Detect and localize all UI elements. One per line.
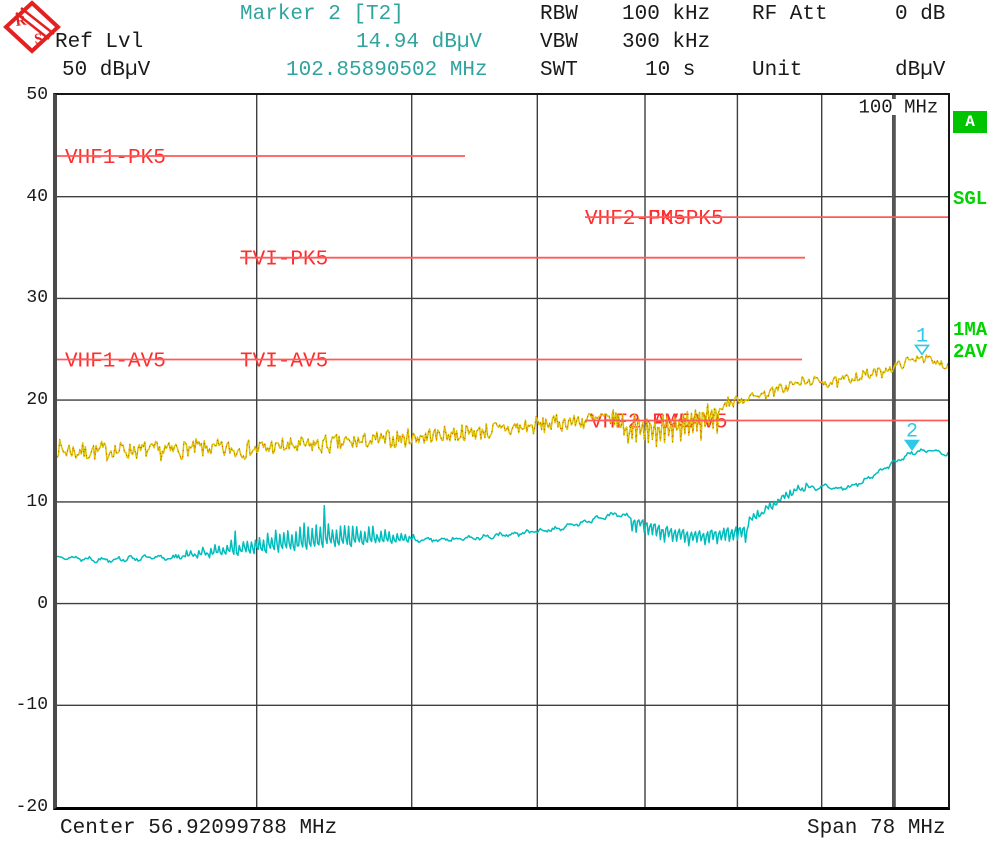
rf-att-label: RF Att	[752, 3, 828, 26]
limit-line-label: VHF1-AV5	[65, 351, 166, 374]
freq-line-label-bg	[855, 99, 945, 115]
y-axis-tick-label: 0	[37, 593, 48, 614]
y-axis-tick-label: 50	[26, 85, 48, 105]
limit-line-label: FM-PK5	[648, 208, 724, 231]
trace-1ma	[57, 354, 948, 462]
center-frequency-label: Center 56.92099788 MHz	[60, 817, 338, 840]
svg-text:S: S	[33, 31, 43, 48]
rbw-value: 100 kHz	[622, 3, 711, 26]
trace2-mode-indicator: 2AV	[953, 341, 988, 363]
y-axis-tick-label: 20	[26, 390, 48, 411]
rbw-label: RBW	[540, 3, 578, 26]
svg-text:R: R	[14, 13, 27, 30]
freq-line-label: 100 MHz	[859, 97, 939, 119]
limit-line-label: TVI-AV5	[240, 351, 328, 374]
ref-level-value: 50 dBµV	[62, 59, 151, 82]
marker-readout-title: Marker 2 [T2]	[240, 3, 404, 26]
plot-frame: VHF1-PK5 VHF2-PK5 FM-PK5 TVI-PK5 VHF1-AV5 TVI…	[53, 93, 950, 810]
trace1-mode-indicator: 1MA	[953, 319, 988, 341]
vbw-value: 300 kHz	[622, 31, 711, 54]
rs-logo: R S	[3, 0, 61, 54]
single-sweep-indicator: SGL	[953, 188, 988, 210]
y-axis-tick-label: 40	[26, 186, 48, 207]
marker-2-label: 2	[906, 421, 918, 444]
swt-label: SWT	[540, 59, 578, 82]
y-axis-tick-label: -20	[15, 797, 48, 817]
unit-label: Unit	[752, 59, 803, 82]
ref-level-label: Ref Lvl	[55, 31, 144, 54]
marker-2-symbol	[903, 439, 921, 451]
span-label: Span 78 MHz	[807, 817, 946, 840]
rf-att-value: 0 dB	[895, 3, 946, 26]
trace-2av	[57, 448, 948, 564]
vbw-label: VBW	[540, 31, 578, 54]
y-axis-tick-label: 10	[26, 491, 48, 512]
marker-readout-frequency: 102.85890502 MHz	[286, 59, 488, 82]
marker-readout-level: 14.94 dBµV	[356, 31, 483, 54]
unit-value: dBµV	[895, 59, 946, 82]
y-axis-tick-label: -10	[15, 695, 48, 716]
marker-1-label: 1	[916, 325, 928, 348]
marker-1-symbol	[913, 344, 931, 356]
screen-a-badge: A	[953, 111, 987, 133]
limit-line-label: VHF1-PK5	[65, 147, 166, 170]
y-axis-tick-label: 30	[26, 288, 48, 309]
limit-line-label: VHF2-PK5	[585, 208, 686, 231]
swt-value: 10 s	[645, 59, 696, 82]
limit-line-label: TVI-PK5	[240, 249, 328, 272]
trace-1ma-speckle	[57, 353, 948, 463]
